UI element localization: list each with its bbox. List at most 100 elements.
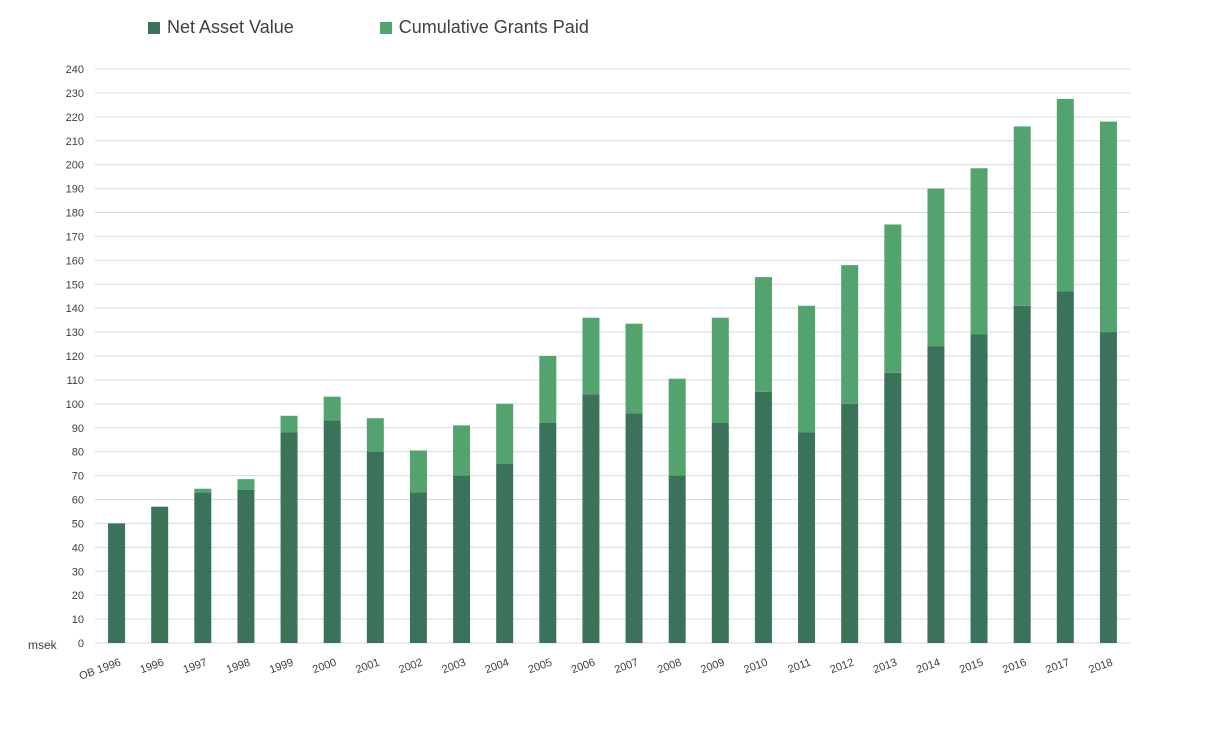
y-tick-label: 120	[66, 351, 84, 363]
bar-net-asset-value	[927, 346, 945, 643]
bar-net-asset-value	[668, 475, 686, 643]
y-tick-label: 160	[66, 255, 84, 267]
bar-cumulative-grants-paid	[668, 378, 686, 476]
legend-item-net-asset-value: Net Asset Value	[148, 17, 294, 38]
x-tick-label: 2007	[613, 657, 640, 677]
y-tick-label: 0	[78, 638, 84, 650]
y-tick-label: 130	[66, 327, 84, 339]
x-tick-label: 2011	[786, 657, 812, 676]
bar-cumulative-grants-paid	[237, 479, 255, 490]
bar-cumulative-grants-paid	[970, 168, 988, 335]
bar-net-asset-value	[280, 432, 298, 643]
y-tick-label: 200	[66, 160, 84, 172]
bar-net-asset-value	[366, 451, 384, 643]
y-tick-label: 180	[66, 208, 84, 220]
legend-item-cumulative-grants-paid: Cumulative Grants Paid	[379, 17, 589, 38]
bar-net-asset-value	[1099, 332, 1117, 643]
bar-net-asset-value	[151, 506, 169, 643]
bar-cumulative-grants-paid	[841, 265, 859, 404]
bar-net-asset-value	[970, 334, 988, 643]
x-tick-label: 2013	[872, 657, 899, 677]
y-tick-label: 220	[66, 112, 84, 124]
bar-net-asset-value	[884, 372, 902, 643]
bar-net-asset-value	[625, 413, 643, 643]
bar-cumulative-grants-paid	[754, 277, 772, 392]
bar-cumulative-grants-paid	[280, 415, 298, 433]
bar-cumulative-grants-paid	[539, 356, 557, 423]
x-tick-label: 2006	[570, 657, 597, 677]
bar-net-asset-value	[798, 432, 816, 643]
bar-cumulative-grants-paid	[884, 224, 902, 373]
x-tick-label: 2014	[915, 657, 942, 677]
y-tick-label: 110	[66, 375, 84, 387]
x-tick-label: 2005	[527, 657, 554, 677]
bar-net-asset-value	[453, 475, 471, 643]
x-tick-label: 1997	[182, 657, 209, 677]
bar-net-asset-value	[108, 523, 126, 643]
x-tick-label: 2003	[440, 657, 467, 677]
x-tick-label: 2010	[742, 657, 769, 677]
y-tick-label: 230	[66, 88, 84, 100]
y-tick-label: 50	[72, 518, 84, 530]
y-tick-label: 20	[72, 590, 84, 602]
bar-cumulative-grants-paid	[582, 317, 600, 395]
legend-label-net-asset-value: Net Asset Value	[167, 17, 294, 37]
bar-cumulative-grants-paid	[323, 396, 341, 421]
bar-net-asset-value	[754, 391, 772, 643]
y-tick-label: 70	[72, 471, 84, 483]
y-tick-label: 190	[66, 184, 84, 196]
bar-cumulative-grants-paid	[496, 403, 514, 464]
y-axis-unit-label: msek	[28, 638, 57, 652]
legend-swatch-net-asset-value	[148, 21, 160, 34]
bar-net-asset-value	[1056, 291, 1074, 643]
bar-net-asset-value	[409, 492, 427, 643]
x-tick-label: 2008	[656, 657, 683, 677]
x-tick-label: 2016	[1001, 657, 1028, 677]
y-tick-label: 40	[72, 542, 84, 554]
bar-cumulative-grants-paid	[625, 323, 643, 414]
x-tick-label: 2009	[699, 657, 726, 677]
y-tick-label: 150	[66, 279, 84, 291]
x-tick-label: 2000	[311, 657, 338, 677]
bar-cumulative-grants-paid	[1099, 121, 1117, 333]
bar-cumulative-grants-paid	[194, 488, 212, 493]
y-tick-label: 240	[66, 64, 84, 76]
bar-cumulative-grants-paid	[927, 188, 945, 347]
bar-cumulative-grants-paid	[453, 425, 471, 476]
x-tick-label: 1999	[268, 657, 295, 677]
y-tick-label: 30	[72, 566, 84, 578]
y-tick-label: 10	[72, 614, 84, 626]
x-tick-label: OB 1996	[78, 657, 123, 683]
x-tick-label: 1996	[139, 657, 166, 677]
x-tick-label: 1998	[225, 657, 252, 677]
bar-cumulative-grants-paid	[1013, 126, 1031, 306]
x-tick-label: 2001	[354, 657, 381, 677]
bar-net-asset-value	[539, 422, 557, 643]
x-tick-label: 2002	[397, 657, 424, 677]
bar-net-asset-value	[323, 420, 341, 643]
bar-cumulative-grants-paid	[366, 418, 384, 452]
y-tick-label: 60	[72, 495, 84, 507]
bar-net-asset-value	[841, 403, 859, 643]
bar-net-asset-value	[1013, 305, 1031, 643]
legend-label-cumulative-grants-paid: Cumulative Grants Paid	[398, 17, 589, 37]
bar-net-asset-value	[711, 422, 729, 643]
bar-cumulative-grants-paid	[798, 305, 816, 433]
bar-cumulative-grants-paid	[711, 317, 729, 423]
x-tick-label: 2017	[1044, 657, 1071, 677]
bar-net-asset-value	[582, 394, 600, 643]
x-tick-label: 2018	[1087, 657, 1114, 677]
bar-cumulative-grants-paid	[1056, 98, 1074, 292]
x-tick-label: 2004	[484, 657, 511, 677]
x-tick-label: 2015	[958, 657, 985, 677]
y-tick-label: 100	[66, 399, 84, 411]
x-tick-label: 2012	[829, 657, 856, 677]
bar-net-asset-value	[496, 463, 514, 643]
y-tick-label: 80	[72, 447, 84, 459]
y-tick-label: 170	[66, 231, 84, 243]
y-tick-label: 140	[66, 303, 84, 315]
bar-cumulative-grants-paid	[409, 450, 427, 493]
legend-swatch-cumulative-grants-paid	[379, 21, 392, 34]
y-tick-label: 90	[72, 423, 84, 435]
